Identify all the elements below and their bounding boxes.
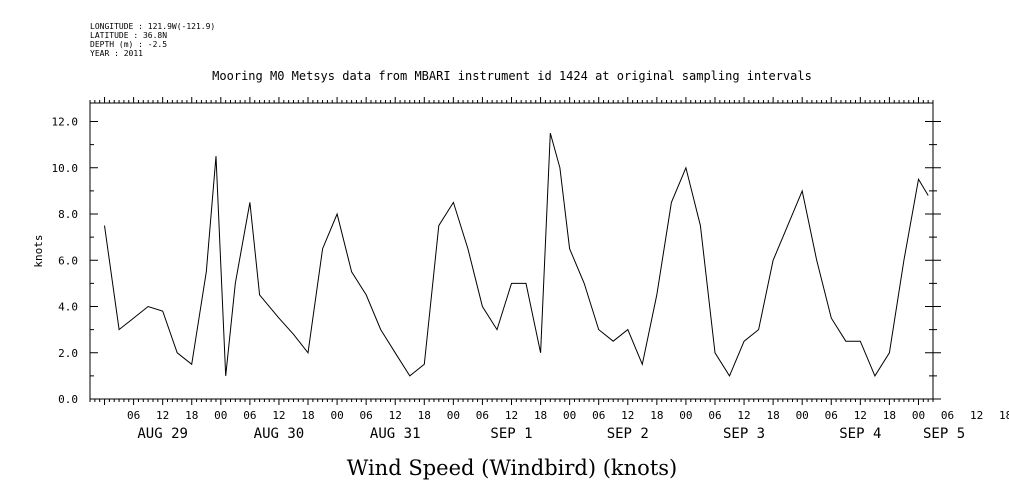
- x-hour-label: 18: [650, 409, 663, 422]
- x-hour-label: 00: [563, 409, 576, 422]
- x-hour-label: 18: [418, 409, 431, 422]
- x-hour-label: 06: [476, 409, 489, 422]
- chart-title: Mooring M0 Metsys data from MBARI instru…: [212, 69, 812, 83]
- x-hour-label: 12: [970, 409, 983, 422]
- y-tick-label: 6.0: [58, 254, 78, 267]
- x-hour-label: 18: [999, 409, 1009, 422]
- x-hour-label: 00: [912, 409, 925, 422]
- x-hour-label: 12: [389, 409, 402, 422]
- x-hour-label: 00: [214, 409, 227, 422]
- y-tick-label: 8.0: [58, 208, 78, 221]
- metadata-block: LONGITUDE : 121.9W(-121.9) LATITUDE : 36…: [90, 22, 215, 58]
- y-tick-label: 2.0: [58, 347, 78, 360]
- year-label: YEAR : 2011: [90, 49, 143, 58]
- x-hour-label: 06: [360, 409, 373, 422]
- x-hour-label: 06: [825, 409, 838, 422]
- x-hour-label: 18: [185, 409, 198, 422]
- x-hour-label: 00: [330, 409, 343, 422]
- y-tick-label: 12.0: [52, 116, 79, 129]
- axis-ticks: [89, 97, 941, 405]
- x-axis-label: Wind Speed (Windbird) (knots): [347, 456, 677, 480]
- x-hour-label: 00: [796, 409, 809, 422]
- x-day-label: AUG 31: [370, 426, 421, 442]
- x-hour-label: 12: [156, 409, 169, 422]
- x-hour-label: 18: [883, 409, 896, 422]
- x-hour-label: 12: [737, 409, 750, 422]
- x-day-label: SEP 1: [490, 426, 532, 442]
- x-hour-label: 18: [534, 409, 547, 422]
- y-tick-label: 4.0: [58, 301, 78, 314]
- y-tick-label: 0.0: [58, 393, 78, 406]
- x-day-label: SEP 5: [923, 426, 965, 442]
- x-hour-label: 06: [592, 409, 605, 422]
- x-hour-label: 06: [243, 409, 256, 422]
- x-day-label: SEP 4: [839, 426, 881, 442]
- y-tick-labels: 0.0 2.0 4.0 6.0 8.0 10.0 12.0: [52, 116, 79, 407]
- x-hour-label: 18: [766, 409, 779, 422]
- x-day-label: AUG 29: [137, 426, 188, 442]
- x-hour-label: 00: [679, 409, 692, 422]
- x-day-label: SEP 3: [723, 426, 765, 442]
- y-axis-label: knots: [32, 234, 45, 267]
- depth-label: DEPTH (m) : -2.5: [90, 40, 168, 49]
- x-hour-label: 06: [708, 409, 721, 422]
- x-hour-label: 06: [127, 409, 140, 422]
- x-hour-label: 12: [621, 409, 634, 422]
- x-day-label: AUG 30: [254, 426, 305, 442]
- x-hour-label: 12: [854, 409, 867, 422]
- latitude-label: LATITUDE : 36.8N: [90, 31, 168, 40]
- x-hour-label: 12: [272, 409, 285, 422]
- x-day-label: SEP 2: [607, 426, 649, 442]
- x-tick-labels: 06 12 18 00 06 12 18 00 06 12 18 00 06 12 18 00 06 12 18 00…: [127, 409, 1009, 442]
- x-hour-label: 06: [941, 409, 954, 422]
- series-line: [104, 132, 929, 377]
- longitude-label: LONGITUDE : 121.9W(-121.9): [90, 22, 216, 31]
- y-tick-label: 10.0: [52, 162, 79, 175]
- plot-frame: [89, 102, 934, 400]
- x-hour-label: 12: [505, 409, 518, 422]
- x-hour-label: 18: [301, 409, 314, 422]
- x-hour-label: 00: [447, 409, 460, 422]
